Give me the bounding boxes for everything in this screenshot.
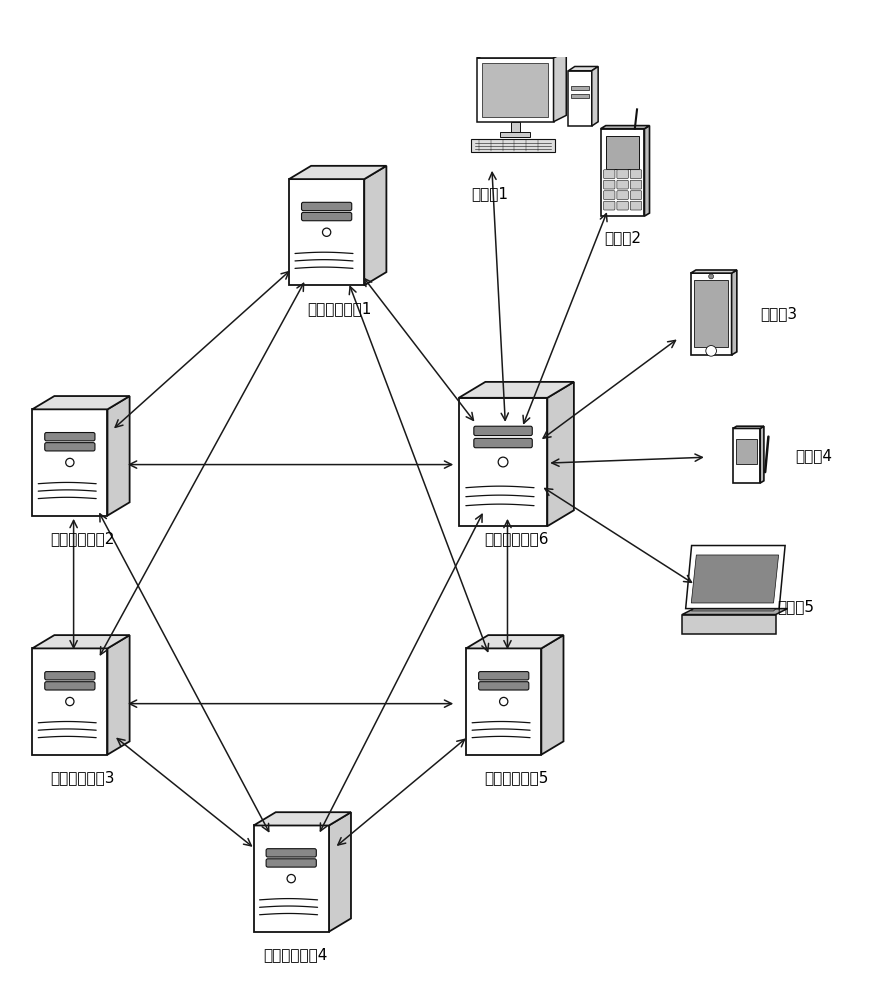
FancyBboxPatch shape [617,180,628,189]
Text: 网络节点设备4: 网络节点设备4 [263,947,327,962]
Polygon shape [547,382,574,526]
Polygon shape [760,426,764,483]
Text: 客户端1: 客户端1 [471,186,508,201]
Polygon shape [691,606,779,611]
Polygon shape [691,273,732,355]
Polygon shape [459,382,574,398]
Text: 客户端3: 客户端3 [760,307,797,322]
Circle shape [323,228,331,236]
Polygon shape [289,179,364,285]
Text: 网络节点设备3: 网络节点设备3 [50,770,115,785]
FancyBboxPatch shape [301,212,352,221]
FancyBboxPatch shape [606,136,639,169]
Polygon shape [254,825,329,932]
Polygon shape [691,555,779,603]
FancyBboxPatch shape [45,672,95,680]
Text: 网络节点设备2: 网络节点设备2 [50,531,115,546]
Polygon shape [691,270,737,273]
Polygon shape [733,428,760,483]
Polygon shape [601,126,650,129]
Polygon shape [108,396,129,516]
Polygon shape [466,635,563,648]
FancyBboxPatch shape [630,180,642,189]
FancyBboxPatch shape [478,682,529,690]
Polygon shape [644,126,650,216]
Polygon shape [542,635,563,755]
FancyBboxPatch shape [45,682,95,690]
Polygon shape [732,270,737,355]
Polygon shape [459,398,547,526]
Text: 网络节点设备6: 网络节点设备6 [484,531,549,546]
FancyBboxPatch shape [474,426,532,436]
Bar [571,94,590,98]
FancyBboxPatch shape [603,191,615,200]
Circle shape [66,697,74,706]
Polygon shape [601,129,644,216]
FancyBboxPatch shape [266,859,316,867]
Polygon shape [683,615,775,634]
Text: 网络节点设备5: 网络节点设备5 [484,770,549,785]
FancyBboxPatch shape [478,672,529,680]
Bar [501,132,530,137]
Polygon shape [32,635,129,648]
Bar [511,122,519,132]
FancyBboxPatch shape [474,438,532,448]
Text: 客户端4: 客户端4 [796,448,832,463]
FancyBboxPatch shape [617,191,628,200]
Polygon shape [733,426,764,428]
FancyBboxPatch shape [617,170,628,179]
Polygon shape [254,812,351,825]
FancyBboxPatch shape [266,849,316,857]
Polygon shape [466,648,542,755]
Circle shape [498,457,508,467]
FancyBboxPatch shape [603,170,615,179]
FancyBboxPatch shape [482,63,549,117]
Circle shape [287,874,295,883]
Polygon shape [32,648,108,755]
Text: 客户端2: 客户端2 [604,230,642,245]
FancyBboxPatch shape [617,201,628,210]
Polygon shape [364,166,387,285]
FancyBboxPatch shape [630,191,642,200]
FancyBboxPatch shape [603,201,615,210]
Polygon shape [683,609,788,615]
Polygon shape [477,58,553,122]
FancyBboxPatch shape [630,201,642,210]
Polygon shape [32,396,129,409]
FancyBboxPatch shape [301,202,352,211]
Polygon shape [329,812,351,932]
Polygon shape [592,66,598,126]
FancyBboxPatch shape [736,439,757,464]
Polygon shape [108,635,129,755]
Polygon shape [686,546,785,609]
Circle shape [66,458,74,467]
Bar [571,86,590,90]
FancyBboxPatch shape [45,443,95,451]
Text: 网络节点设备1: 网络节点设备1 [307,301,372,316]
FancyBboxPatch shape [694,280,728,347]
Circle shape [500,697,508,706]
Circle shape [706,346,716,356]
Polygon shape [289,166,387,179]
Circle shape [708,274,714,279]
FancyBboxPatch shape [630,170,642,179]
FancyBboxPatch shape [45,433,95,441]
Polygon shape [477,52,567,58]
Polygon shape [32,409,108,516]
Text: 客户端5: 客户端5 [778,599,814,614]
Polygon shape [568,66,598,71]
Polygon shape [470,139,555,152]
Polygon shape [553,52,567,122]
Polygon shape [568,71,592,126]
FancyBboxPatch shape [603,180,615,189]
